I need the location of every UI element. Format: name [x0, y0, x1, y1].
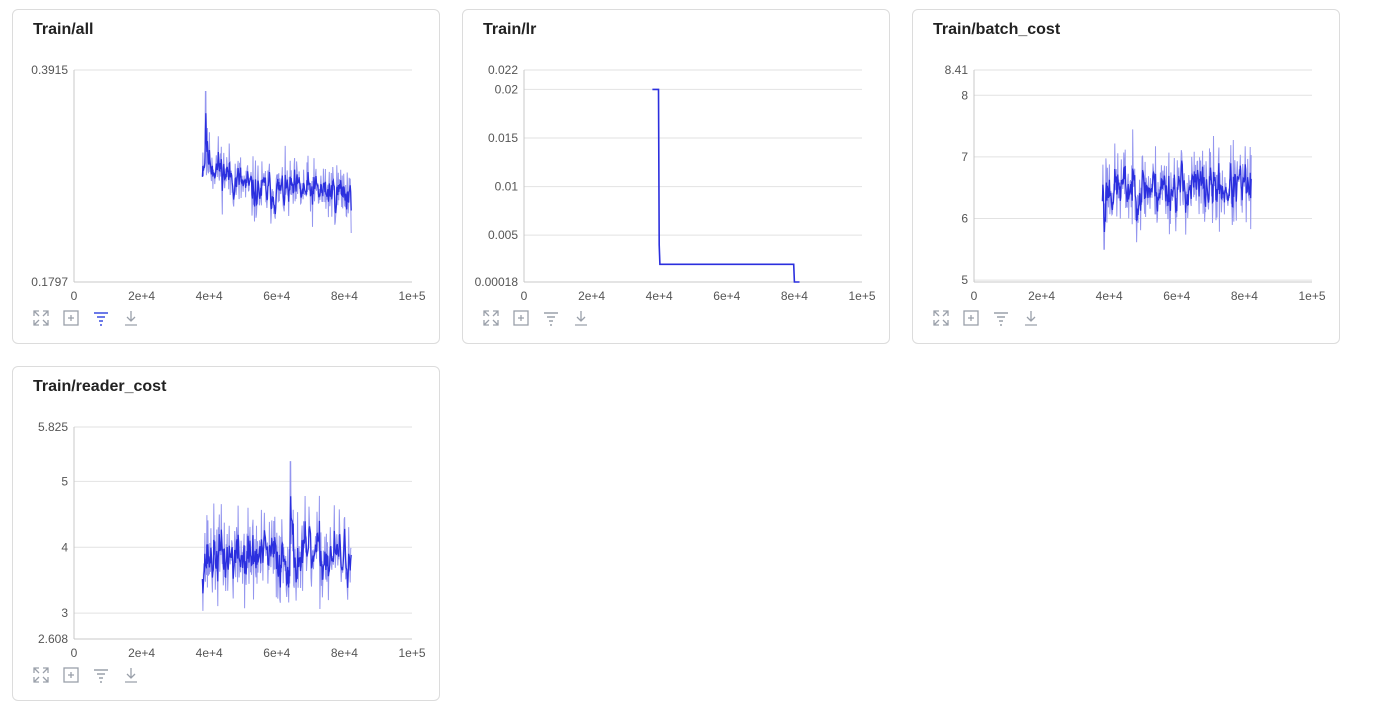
- chart-title: Train/lr: [483, 21, 537, 38]
- download-button[interactable]: [121, 665, 141, 685]
- y-tick-label: 4: [61, 540, 68, 554]
- x-tick-label: 8e+4: [331, 646, 358, 660]
- fit-screen-button[interactable]: [511, 308, 531, 328]
- x-tick-label: 2e+4: [128, 646, 155, 660]
- x-tick-label: 2e+4: [578, 289, 605, 303]
- fit-screen-button[interactable]: [61, 665, 81, 685]
- x-tick-label: 4e+4: [646, 289, 673, 303]
- x-tick-label: 1e+5: [398, 646, 425, 660]
- y-tick-label: 6: [961, 212, 968, 226]
- filter-icon: [994, 312, 1008, 326]
- fit-screen-icon: [63, 667, 79, 683]
- fit-screen-button[interactable]: [61, 308, 81, 328]
- expand-icon: [33, 667, 49, 683]
- download-icon: [575, 311, 587, 326]
- series-line-smoothed: [1101, 160, 1252, 233]
- y-tick-label: 0.005: [488, 228, 518, 242]
- y-tick-label: 8: [961, 88, 968, 102]
- chart-title: Train/reader_cost: [33, 378, 167, 395]
- expand-button[interactable]: [931, 308, 951, 328]
- y-tick-label: 5: [961, 273, 968, 287]
- series-line: [652, 88, 800, 283]
- y-tick-label: 0.015: [488, 131, 518, 145]
- fit-screen-icon: [963, 310, 979, 326]
- y-tick-label: 0.3915: [31, 63, 68, 77]
- y-tick-label: 2.608: [38, 632, 68, 646]
- series-line-raw: [201, 91, 352, 234]
- series-line-smoothed: [201, 496, 352, 594]
- x-tick-label: 2e+4: [1028, 289, 1055, 303]
- x-tick-label: 1e+5: [848, 289, 875, 303]
- x-tick-label: 6e+4: [1163, 289, 1190, 303]
- download-button[interactable]: [121, 308, 141, 328]
- expand-button[interactable]: [31, 308, 51, 328]
- x-tick-label: 4e+4: [1096, 289, 1123, 303]
- chart-plot: 8.41 8 7 6 50 2e+4 4e+4 6e+4 8e+4 1e+5: [945, 63, 1326, 303]
- y-tick-label: 5: [61, 474, 68, 488]
- y-tick-label: 0.01: [495, 180, 519, 194]
- x-tick-label: 4e+4: [196, 646, 223, 660]
- filter-icon: [544, 312, 558, 326]
- y-tick-label: 8.41: [945, 63, 969, 77]
- chart-card-train-reader-cost: Train/reader_cost 5.825 5 4 3 2.608 0 2e+4 4e+4…: [12, 366, 440, 701]
- x-tick-label: 0: [71, 646, 78, 660]
- expand-button[interactable]: [31, 665, 51, 685]
- series-line-raw: [1101, 129, 1252, 250]
- download-button[interactable]: [571, 308, 591, 328]
- chart-title: Train/batch_cost: [933, 21, 1061, 38]
- y-tick-label: 7: [961, 150, 968, 164]
- expand-button[interactable]: [481, 308, 501, 328]
- y-tick-label: 3: [61, 606, 68, 620]
- filter-button[interactable]: [991, 308, 1011, 328]
- x-tick-label: 1e+5: [1298, 289, 1325, 303]
- expand-icon: [483, 310, 499, 326]
- series-line-smoothed: [201, 113, 352, 215]
- y-tick-label: 0.1797: [31, 275, 68, 289]
- x-tick-label: 1e+5: [398, 289, 425, 303]
- fit-screen-button[interactable]: [961, 308, 981, 328]
- x-tick-label: 4e+4: [196, 289, 223, 303]
- filter-button[interactable]: [91, 308, 111, 328]
- chart-toolbar: [931, 308, 1041, 328]
- expand-icon: [33, 310, 49, 326]
- x-tick-label: 8e+4: [781, 289, 808, 303]
- x-tick-label: 2e+4: [128, 289, 155, 303]
- filter-button[interactable]: [541, 308, 561, 328]
- x-tick-label: 6e+4: [263, 646, 290, 660]
- download-icon: [125, 311, 137, 326]
- filter-icon: [94, 669, 108, 683]
- expand-icon: [933, 310, 949, 326]
- fit-screen-icon: [513, 310, 529, 326]
- x-tick-label: 8e+4: [331, 289, 358, 303]
- y-tick-label: 0.022: [488, 63, 518, 77]
- chart-card-train-batch-cost: Train/batch_cost 8.41 8 7 6 5 0 2e+4 4e+4 6e+4 8e…: [912, 9, 1340, 344]
- x-tick-label: 6e+4: [263, 289, 290, 303]
- x-tick-label: 0: [71, 289, 78, 303]
- series-line-raw: [201, 461, 352, 611]
- chart-toolbar: [31, 308, 141, 328]
- x-tick-label: 0: [971, 289, 978, 303]
- x-tick-label: 6e+4: [713, 289, 740, 303]
- chart-toolbar: [481, 308, 591, 328]
- download-button[interactable]: [1021, 308, 1041, 328]
- download-icon: [125, 668, 137, 683]
- download-icon: [1025, 311, 1037, 326]
- y-tick-label: 0.02: [495, 82, 519, 96]
- chart-title: Train/all: [33, 21, 94, 38]
- chart-toolbar: [31, 665, 141, 685]
- chart-card-train-lr: Train/lr 0.022 0.02 0.015 0.01 0.005 0.00018 0…: [462, 9, 890, 344]
- x-tick-label: 8e+4: [1231, 289, 1258, 303]
- y-tick-label: 0.00018: [475, 275, 519, 289]
- x-tick-label: 0: [521, 289, 528, 303]
- filter-icon: [94, 312, 108, 326]
- filter-button[interactable]: [91, 665, 111, 685]
- fit-screen-icon: [63, 310, 79, 326]
- chart-card-train-all: Train/all 0.3915 0.1797 0 2e+4 4e+4 6e+4 8e+4 1…: [12, 9, 440, 344]
- y-tick-label: 5.825: [38, 420, 68, 434]
